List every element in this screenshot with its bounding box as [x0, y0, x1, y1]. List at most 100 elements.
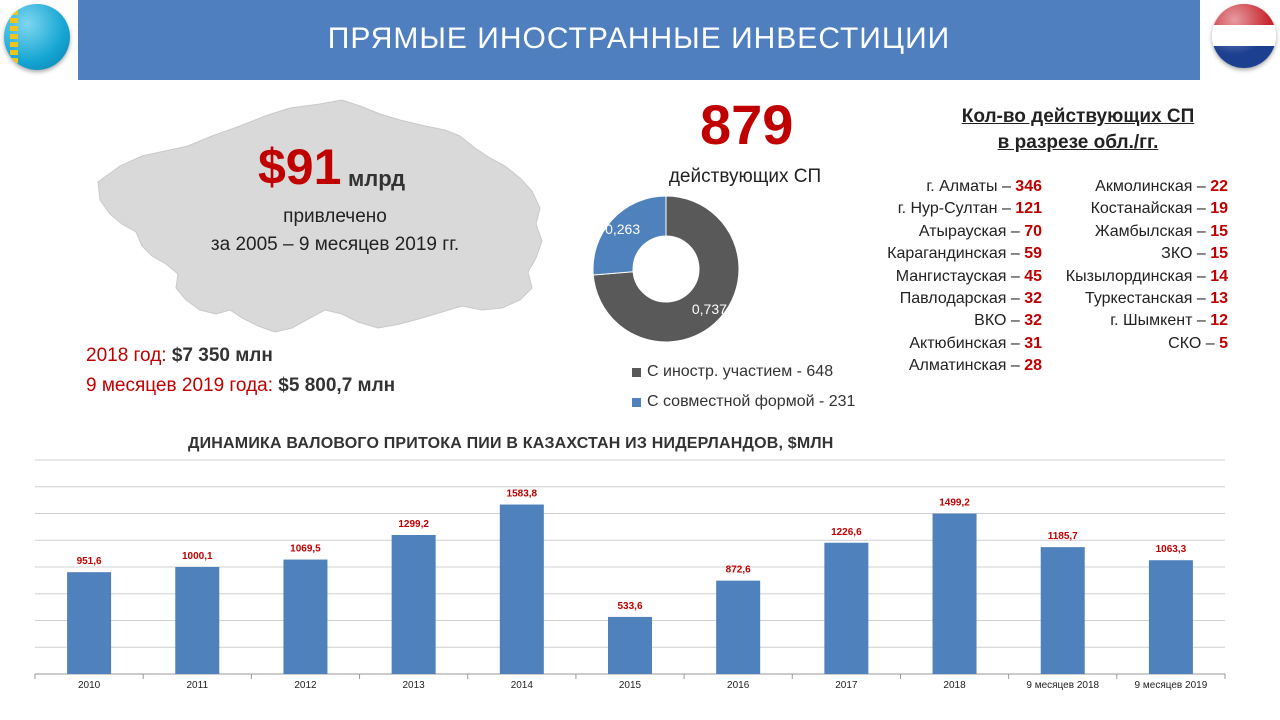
bar — [1040, 547, 1085, 674]
bar — [716, 580, 761, 674]
region-name: Мангистауская – — [895, 267, 1025, 285]
x-tick-label: 9 месяцев 2019 — [1135, 680, 1208, 691]
region-value: 70 — [1024, 222, 1042, 240]
bar-value-label: 1299,2 — [398, 519, 429, 530]
regions-title-line1: Кол-во действующих СП — [961, 106, 1195, 127]
region-value: 19 — [1210, 200, 1228, 218]
region-name: Павлодарская – — [899, 290, 1025, 308]
bar — [499, 504, 544, 674]
donut-legend: С иностр. участием - 648 С совместной фо… — [632, 357, 855, 417]
bar-value-label: 1063,3 — [1156, 544, 1187, 555]
bar — [391, 534, 436, 674]
donut-slice — [592, 196, 740, 343]
region-name: ЗКО – — [1161, 245, 1211, 263]
investment-amount: $91 — [258, 139, 342, 195]
kazakhstan-flag-icon — [4, 4, 70, 70]
region-value: 32 — [1024, 290, 1042, 308]
chart-title: ДИНАМИКА ВАЛОВОГО ПРИТОКА ПИИ В КАЗАХСТА… — [188, 435, 834, 452]
legend-label-foreign: С иностр. участием - 648 — [647, 363, 834, 380]
region-row: Костанайская – 19 — [1040, 198, 1228, 220]
region-value: 22 — [1210, 178, 1228, 195]
donut-slice-label: 0,737 — [692, 301, 727, 317]
donut-slice-label: 0,263 — [605, 221, 640, 237]
region-value: 121 — [1015, 200, 1042, 218]
region-name: ВКО – — [974, 312, 1025, 330]
bar — [608, 616, 652, 674]
legend-item-joint: С совместной формой - 231 — [632, 387, 855, 417]
bar-value-label: 1226,6 — [831, 527, 862, 538]
bar-value-label: 951,6 — [77, 556, 102, 567]
months-2019-line: 9 месяцев 2019 года: $5 800,7 млн — [86, 375, 395, 397]
region-name: Атырауская – — [918, 222, 1025, 240]
region-row: г. Шымкент – 12 — [1040, 310, 1228, 332]
region-value: 28 — [1024, 357, 1042, 375]
period-label: за 2005 – 9 месяцев 2019 гг. — [210, 234, 460, 255]
region-name: г. Алматы – — [926, 178, 1016, 195]
regions-list-right: Акмолинская – 22 Костанайская – 19 Жамбылс… — [1040, 176, 1228, 355]
region-value: 346 — [1015, 178, 1042, 195]
x-tick-label: 9 месяцев 2018 — [1026, 680, 1099, 691]
region-value: 12 — [1210, 312, 1228, 330]
region-value: 13 — [1210, 290, 1228, 308]
regions-title-line2: в разрезе обл./гг. — [997, 132, 1159, 153]
bar — [1148, 560, 1193, 674]
region-value: 15 — [1210, 245, 1228, 263]
bar — [175, 566, 220, 674]
region-row: Павлодарская – 32 — [860, 288, 1042, 310]
x-tick-label: 2011 — [187, 680, 209, 691]
x-tick-label: 2010 — [78, 680, 101, 691]
region-name: Кызылординская – — [1065, 267, 1211, 285]
region-name: г. Нур-Султан – — [897, 200, 1016, 218]
region-name: г. Шымкент – — [1110, 312, 1211, 330]
region-row: Актюбинская – 31 — [860, 333, 1042, 355]
attracted-label: привлечено — [283, 206, 387, 227]
bar-value-label: 1499,2 — [939, 498, 970, 509]
x-tick-label: 2015 — [619, 680, 642, 691]
region-value: 14 — [1210, 267, 1228, 285]
donut-slice — [592, 196, 667, 276]
jv-donut-chart: 0,737 0,263 — [592, 196, 740, 343]
legend-label-joint: С совместной формой - 231 — [647, 393, 856, 410]
region-value: 32 — [1024, 312, 1042, 330]
header-bar: ПРЯМЫЕ ИНОСТРАННЫЕ ИНВЕСТИЦИИ — [78, 0, 1200, 80]
region-value: 5 — [1219, 334, 1228, 352]
region-row: ЗКО – 15 — [1040, 243, 1228, 265]
region-name: Туркестанская – — [1084, 290, 1211, 308]
months-2019-label: 9 месяцев 2019 года: — [86, 375, 279, 396]
region-row: г. Нур-Султан – 121 — [860, 198, 1042, 220]
region-name: Алматинская – — [908, 357, 1025, 375]
netherlands-flag-icon — [1212, 4, 1276, 68]
fdi-bar-chart: 951,6 2010 1000,1 2011 1069,5 2012 1299,2 2013 1… — [34, 459, 1226, 691]
bar-value-label: 533,6 — [617, 601, 642, 612]
region-name: Актюбинская – — [909, 334, 1025, 352]
legend-swatch-joint — [632, 397, 641, 407]
investment-unit: млрд — [348, 166, 406, 191]
x-tick-label: 2016 — [727, 680, 750, 691]
x-tick-label: 2012 — [294, 680, 317, 691]
kazakhstan-map — [97, 99, 543, 333]
bar — [283, 559, 328, 674]
region-value: 45 — [1024, 267, 1042, 285]
regions-title: Кол-во действующих СП в разрезе обл./гг. — [920, 104, 1236, 156]
region-row: Карагандинская – 59 — [860, 243, 1042, 265]
region-row: Жамбылская – 15 — [1040, 221, 1228, 243]
region-name: Костанайская – — [1090, 200, 1211, 218]
page-title: ПРЯМЫЕ ИНОСТРАННЫЕ ИНВЕСТИЦИИ — [327, 22, 951, 55]
bar-value-label: 872,6 — [726, 565, 751, 576]
region-row: Мангистауская – 45 — [860, 266, 1042, 288]
region-row: Кызылординская – 14 — [1040, 266, 1228, 288]
bar — [932, 513, 977, 674]
region-row: Акмолинская – 22 — [1040, 176, 1228, 198]
x-tick-label: 2013 — [403, 680, 426, 691]
year-2018-label: 2018 год: — [86, 345, 172, 366]
region-row: Туркестанская – 13 — [1040, 288, 1228, 310]
legend-swatch-foreign — [632, 367, 641, 377]
bar-value-label: 1069,5 — [290, 544, 321, 555]
regions-list-left: г. Алматы – 346 г. Нур-Султан – 121 Атырау… — [860, 176, 1042, 378]
months-2019-value: $5 800,7 млн — [278, 375, 396, 396]
region-row: г. Алматы – 346 — [860, 176, 1042, 198]
jv-count: 879 — [700, 93, 794, 156]
region-value: 31 — [1024, 334, 1042, 352]
region-row: ВКО – 32 — [860, 310, 1042, 332]
region-row: СКО – 5 — [1040, 333, 1228, 355]
